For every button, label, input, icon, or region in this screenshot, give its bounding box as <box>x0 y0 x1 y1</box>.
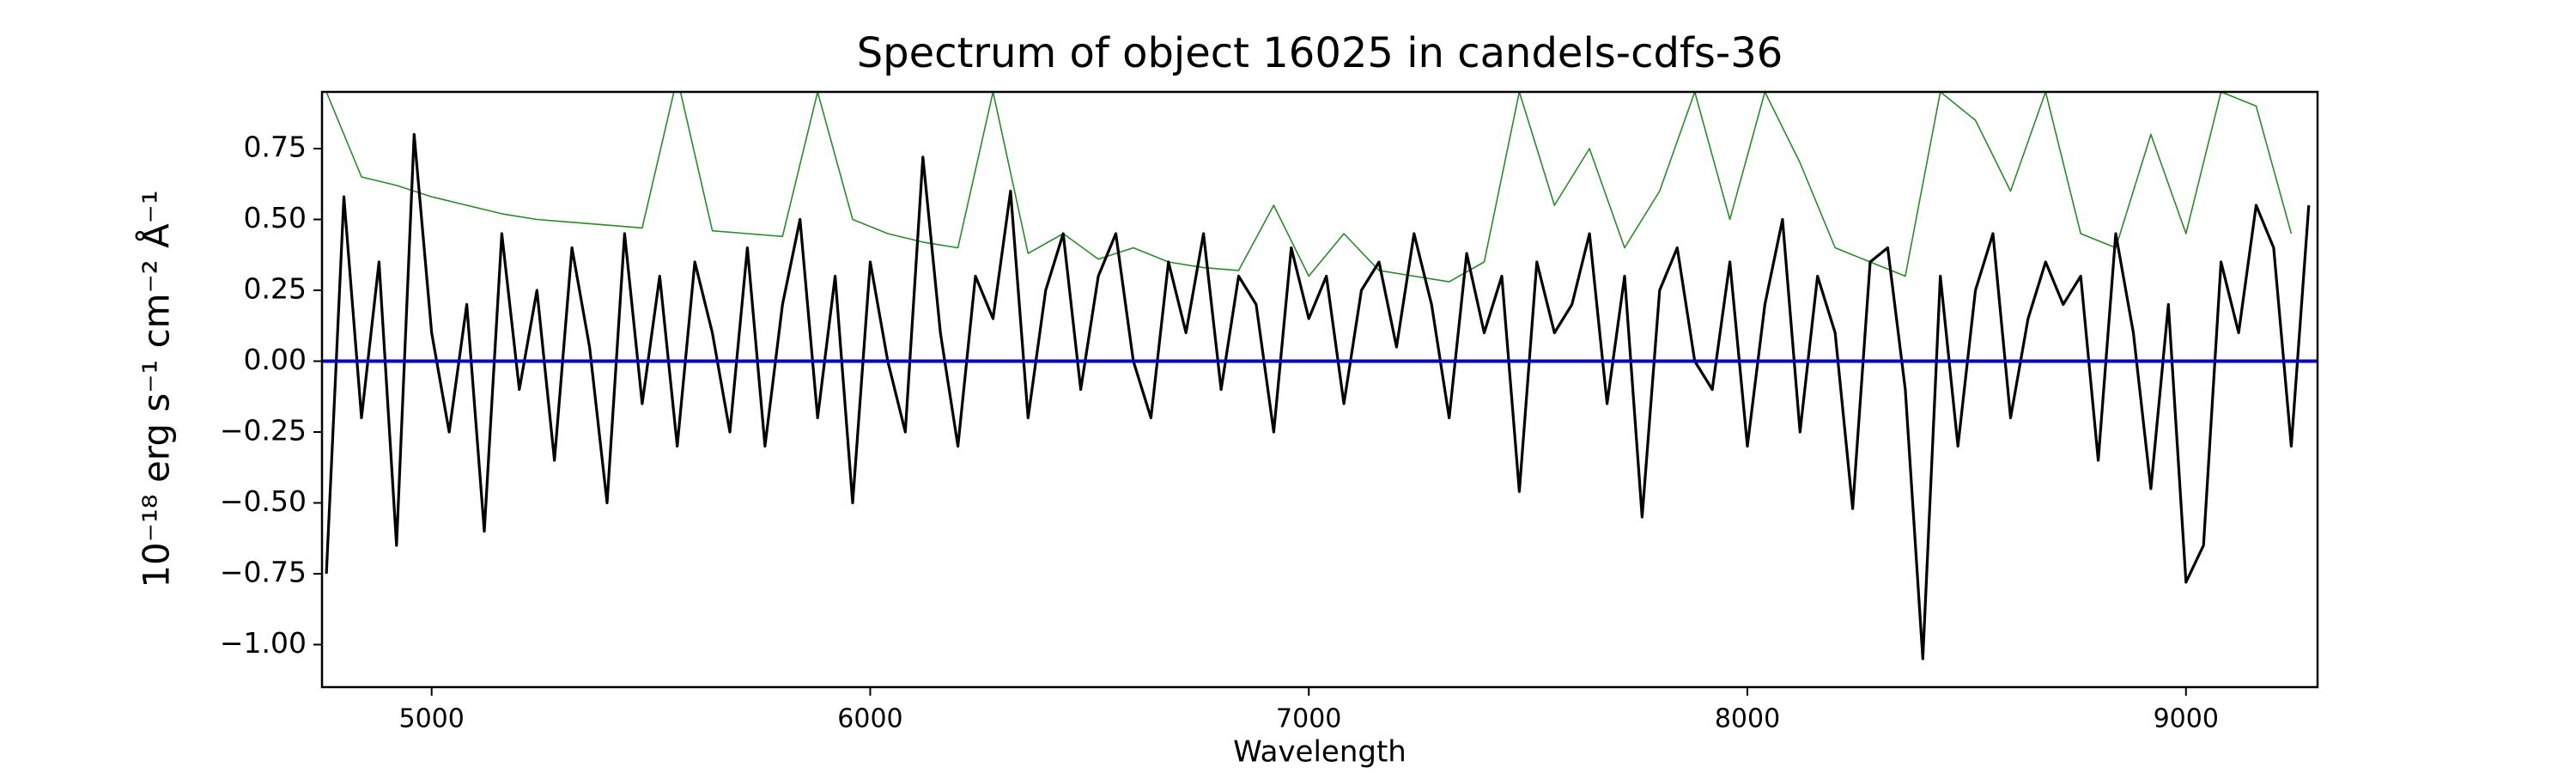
plot-area <box>322 92 2318 660</box>
x-tick-label: 6000 <box>837 704 902 734</box>
y-tick-label: 0.25 <box>244 272 307 306</box>
x-axis-label: Wavelength <box>1233 735 1406 770</box>
x-tick-label: 7000 <box>1276 704 1341 734</box>
chart-title: Spectrum of object 16025 in candels-cdfs… <box>857 29 1783 77</box>
y-tick-label: −0.75 <box>220 556 307 589</box>
x-tick-label: 9000 <box>2154 704 2219 734</box>
y-axis-label: 10⁻¹⁸ erg s⁻¹ cm⁻² Å⁻¹ <box>135 190 178 587</box>
plot-frame <box>320 90 2319 689</box>
y-tick-label: 0.50 <box>244 201 307 234</box>
y-tick-label: −0.25 <box>220 414 307 447</box>
y-tick-label: 0.00 <box>244 343 307 376</box>
x-tick-label: 8000 <box>1715 704 1780 734</box>
x-tick-label: 5000 <box>399 704 465 734</box>
y-tick-label: −1.00 <box>220 626 307 660</box>
spectrum-line <box>325 132 2311 660</box>
y-tick-label: −0.50 <box>220 484 307 518</box>
spectrum-line <box>325 92 2293 283</box>
y-tick-label: 0.75 <box>244 131 307 164</box>
